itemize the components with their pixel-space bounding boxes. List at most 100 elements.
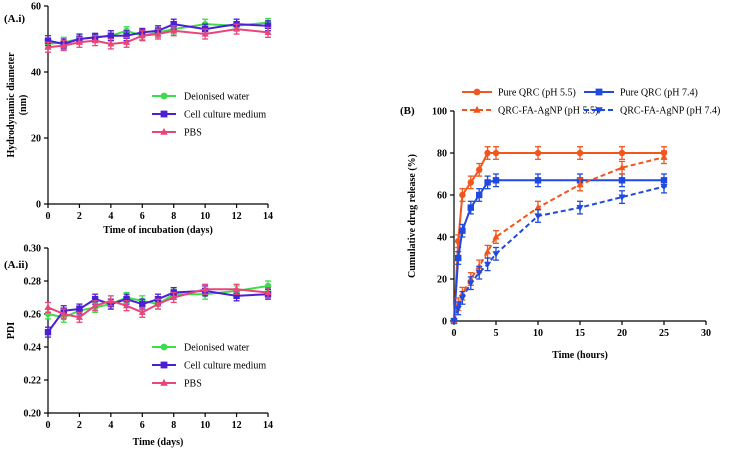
y-tick-label: 0.24: [24, 343, 42, 354]
legend-label: QRC-FA-AgNP (pH 5.5): [498, 106, 598, 117]
legend-marker: [473, 105, 481, 113]
series-line: [453, 179, 664, 322]
x-tick-label: 10: [200, 211, 210, 222]
x-axis-label: Time of incubation (days): [103, 225, 213, 236]
series-2: [44, 283, 272, 323]
y-axis-label: Hydrodynamic diameter: [6, 52, 17, 158]
data-point: [576, 180, 584, 188]
x-axis-label: Time (hours): [552, 350, 608, 361]
y-tick-label: 100: [432, 107, 447, 118]
data-point: [264, 288, 272, 296]
data-point: [459, 227, 466, 234]
y-tick-label: 0.30: [24, 244, 42, 255]
data-point: [492, 177, 500, 184]
y-tick-label: 0: [442, 317, 447, 328]
data-point: [534, 203, 542, 211]
data-point: [450, 318, 458, 325]
data-point: [618, 163, 626, 171]
x-tick-label: 25: [659, 328, 669, 339]
x-tick-label: 10: [533, 328, 543, 339]
x-tick-label: 30: [701, 328, 711, 339]
data-point: [534, 213, 542, 220]
x-tick-label: 15: [575, 328, 585, 339]
x-tick-label: 8: [171, 211, 176, 222]
data-point: [618, 194, 626, 201]
x-tick-label: 0: [46, 420, 51, 431]
data-point: [475, 270, 483, 277]
data-point: [44, 328, 52, 336]
panel-label: (B): [400, 105, 415, 117]
data-point: [458, 295, 466, 302]
legend-entry: Pure QRC (pH 7.4): [584, 88, 698, 99]
legend-marker: [160, 343, 168, 351]
y-tick-label: 0.26: [24, 310, 42, 321]
y-tick-label: 20: [31, 134, 41, 145]
legend-marker: [160, 110, 168, 118]
data-point: [154, 300, 162, 307]
data-point: [201, 285, 209, 292]
legend-label: Pure QRC (pH 7.4): [620, 88, 698, 99]
legend-marker: [595, 88, 603, 96]
data-point: [618, 177, 626, 184]
legend-marker: [160, 361, 168, 369]
series-3: [450, 179, 668, 325]
data-point: [107, 32, 115, 39]
data-point: [467, 204, 474, 211]
data-point: [459, 191, 466, 199]
legend-entry: PBS: [152, 128, 202, 139]
data-point: [60, 310, 68, 317]
y-tick-label: 40: [437, 233, 447, 244]
data-point: [123, 295, 130, 303]
y-tick-label: 0.22: [24, 376, 42, 387]
data-point: [660, 153, 668, 160]
data-point: [264, 28, 272, 35]
data-point: [492, 251, 500, 258]
data-point: [492, 149, 500, 157]
x-tick-label: 2: [77, 420, 82, 431]
series-2: [450, 150, 668, 324]
data-point: [476, 191, 483, 199]
legend-label: Deionised water: [184, 92, 250, 103]
data-point: [233, 292, 240, 300]
data-point: [123, 32, 130, 39]
data-point: [91, 301, 99, 309]
data-point: [44, 37, 52, 44]
data-point: [233, 25, 241, 32]
data-point: [154, 30, 162, 37]
legend-entry: PBS: [152, 379, 202, 390]
chart-panel-A-ii: (A.ii) 0 2 4 6 8 10 12 14 0.20 0.22 0.24 0.26 0.28 0.3…: [4, 244, 273, 449]
y-tick-label: 20: [437, 275, 447, 286]
y-tick-label: 60: [437, 191, 447, 202]
data-point: [233, 285, 241, 292]
y-axis-label: PDI: [6, 322, 17, 339]
y-tick-label: 60: [31, 2, 41, 13]
x-tick-label: 12: [232, 211, 242, 222]
data-point: [170, 20, 177, 28]
data-point: [170, 26, 178, 34]
data-point: [618, 149, 626, 157]
x-tick-label: 12: [232, 420, 242, 431]
x-tick-label: 20: [617, 328, 627, 339]
x-tick-label: 0: [46, 211, 51, 222]
data-point: [170, 293, 178, 301]
legend-entry: Pure QRC (pH 5.5): [462, 88, 576, 99]
data-point: [107, 40, 115, 47]
legend-marker: [473, 88, 481, 96]
data-point: [455, 254, 462, 262]
x-tick-label: 10: [200, 420, 210, 431]
data-point: [107, 296, 115, 304]
y-axis-label: Cumulative drug release (%): [407, 154, 418, 278]
data-point: [75, 38, 83, 45]
data-point: [534, 149, 542, 157]
data-point: [75, 313, 83, 320]
x-tick-label: 0: [452, 328, 457, 339]
legend-label: Pure QRC (pH 5.5): [498, 88, 576, 99]
data-point: [467, 280, 475, 288]
legend-entry: QRC-FA-AgNP (pH 5.5): [462, 106, 598, 117]
y-tick-label: 0.28: [24, 277, 42, 288]
legend-label: PBS: [184, 379, 202, 390]
data-point: [76, 305, 83, 313]
data-point: [91, 295, 99, 303]
data-point: [60, 41, 68, 49]
data-point: [576, 205, 584, 212]
